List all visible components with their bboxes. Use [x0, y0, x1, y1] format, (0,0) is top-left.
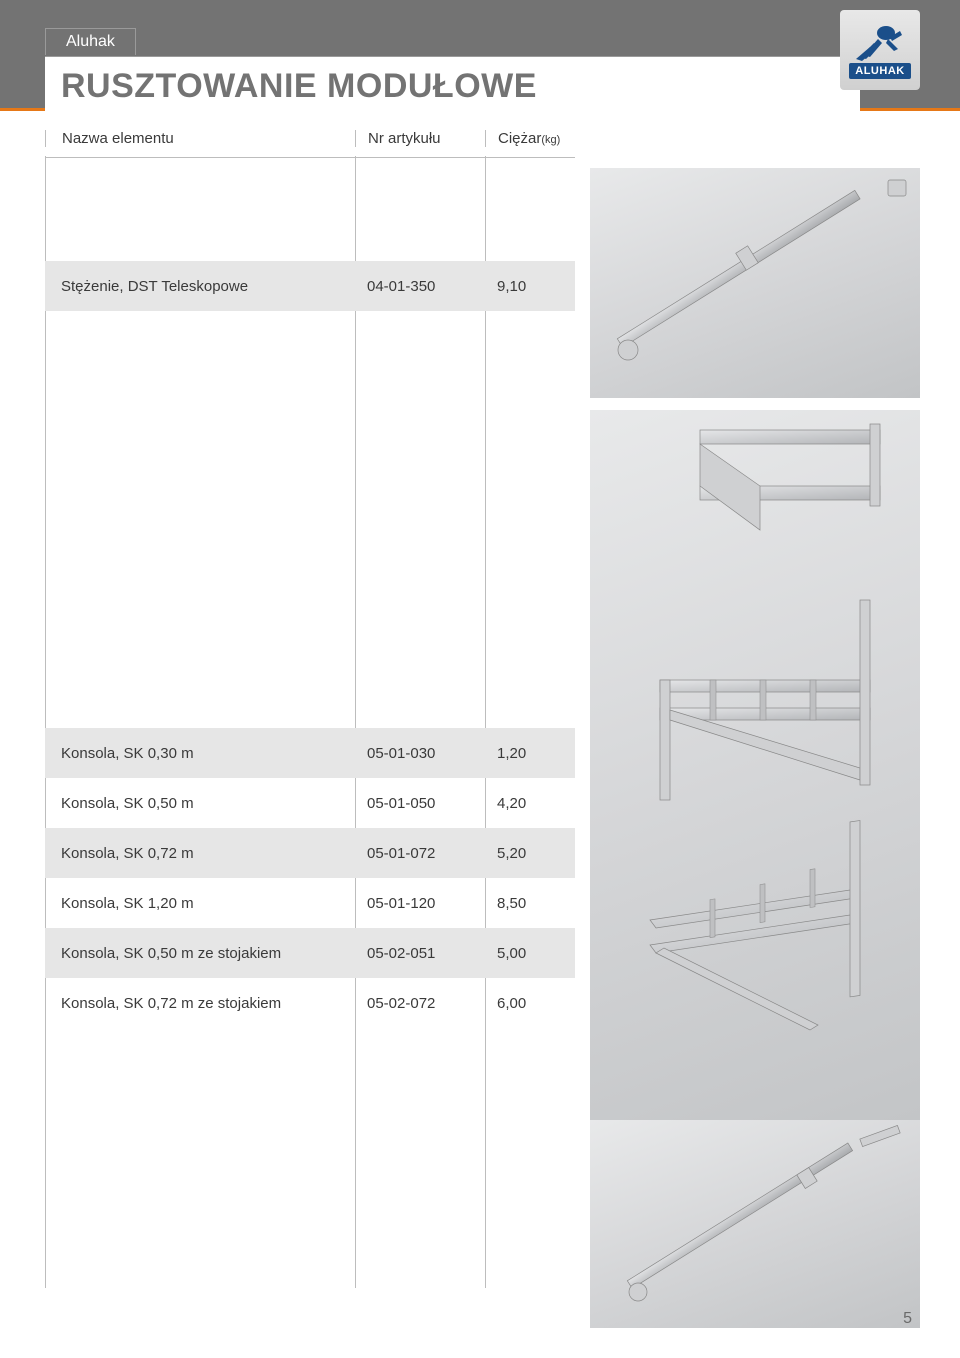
column-header-weight: Ciężar(kg) [485, 130, 575, 147]
cell-weight: 9,10 [485, 278, 575, 295]
table-header-row: Nazwa elementu Nr artykułu Ciężar(kg) [45, 130, 575, 158]
table-row: Konsola, SK 0,72 m05-01-0725,20 [45, 828, 575, 878]
column-header-name: Nazwa elementu [45, 130, 355, 147]
table-row-group: Stężenie, DST Teleskopowe04-01-3509,10 [45, 261, 575, 311]
page-number: 5 [903, 1310, 912, 1328]
cell-weight: 8,50 [485, 895, 575, 912]
cell-weight: 1,20 [485, 745, 575, 762]
cell-article: 05-01-030 [355, 745, 485, 762]
table-row: Konsola, SK 0,30 m05-01-0301,20 [45, 728, 575, 778]
cell-weight: 4,20 [485, 795, 575, 812]
cell-article: 05-01-120 [355, 895, 485, 912]
cell-name: Konsola, SK 0,72 m ze stojakiem [45, 995, 355, 1012]
cell-weight: 5,00 [485, 945, 575, 962]
page-title: RUSZTOWANIE MODUŁOWE [45, 56, 860, 114]
cell-article: 05-02-051 [355, 945, 485, 962]
cell-name: Stężenie, DST Teleskopowe [45, 278, 355, 295]
cell-name: Konsola, SK 0,30 m [45, 745, 355, 762]
cell-article: 05-01-072 [355, 845, 485, 862]
cell-name: Konsola, SK 1,20 m [45, 895, 355, 912]
table-row: Konsola, SK 0,50 m ze stojakiem05-02-051… [45, 928, 575, 978]
logo-mark-icon [856, 21, 904, 61]
product-illustration-panel [590, 410, 920, 1140]
cell-weight: 5,20 [485, 845, 575, 862]
cell-name: Konsola, SK 0,72 m [45, 845, 355, 862]
column-header-article: Nr artykułu [355, 130, 485, 147]
brand-logo: ALUHAK [840, 10, 920, 90]
table-row: Stężenie, DST Teleskopowe04-01-3509,10 [45, 261, 575, 311]
diagonal-brace-2-icon [590, 1120, 920, 1328]
logo-text: ALUHAK [849, 63, 910, 79]
table-row: Konsola, SK 1,20 m05-01-1208,50 [45, 878, 575, 928]
diagonal-brace-icon [590, 168, 920, 398]
cell-article: 04-01-350 [355, 278, 485, 295]
product-illustration-panel [590, 168, 920, 398]
table-row: Konsola, SK 0,50 m05-01-0504,20 [45, 778, 575, 828]
cell-article: 05-02-072 [355, 995, 485, 1012]
table-row-group: Konsola, SK 0,30 m05-01-0301,20Konsola, … [45, 728, 575, 1028]
bracket-parts-icon [590, 410, 920, 1140]
cell-name: Konsola, SK 0,50 m [45, 795, 355, 812]
table-row: Konsola, SK 0,72 m ze stojakiem05-02-072… [45, 978, 575, 1028]
brand-tab: Aluhak [45, 28, 136, 55]
cell-weight: 6,00 [485, 995, 575, 1012]
cell-name: Konsola, SK 0,50 m ze stojakiem [45, 945, 355, 962]
product-illustration-panel [590, 1120, 920, 1328]
cell-article: 05-01-050 [355, 795, 485, 812]
